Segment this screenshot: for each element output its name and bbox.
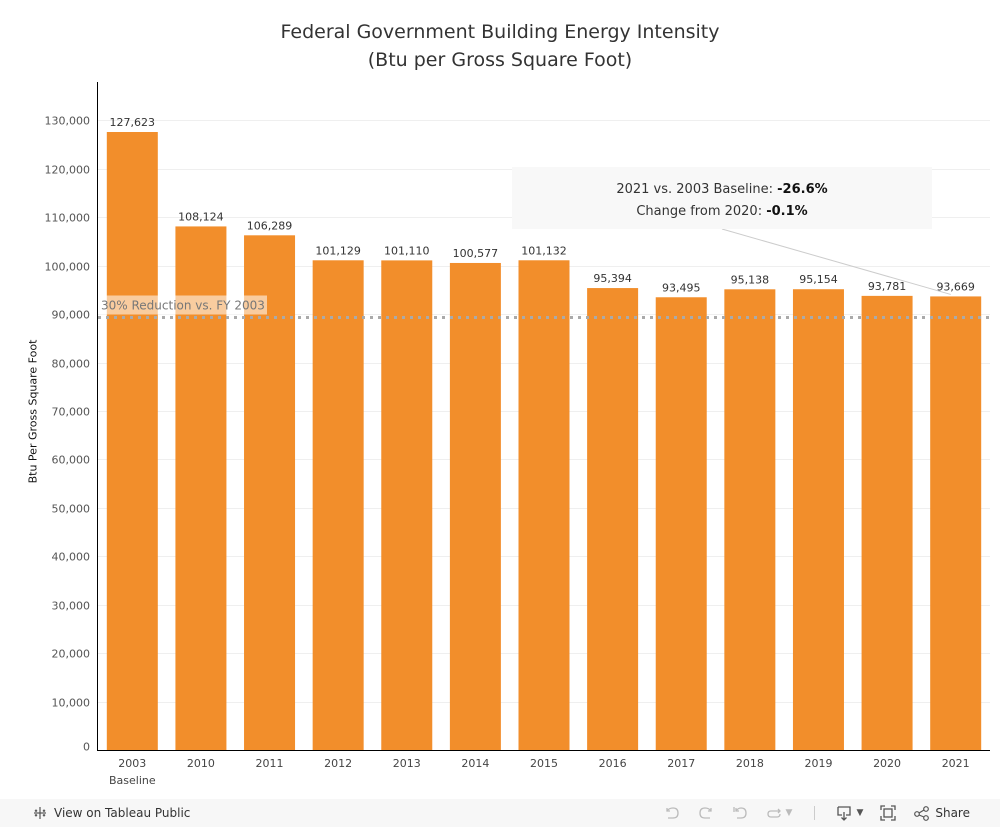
reference-line-label: 30% Reduction vs. FY 2003 bbox=[101, 299, 265, 313]
value-label: 95,154 bbox=[799, 273, 838, 286]
refresh-icon bbox=[766, 808, 781, 818]
x-tick-label: 2014 bbox=[461, 757, 489, 770]
annotation-line1-text: 2021 vs. 2003 Baseline: bbox=[616, 182, 777, 197]
x-tick-label: 2016 bbox=[599, 757, 627, 770]
x-tick-label: 2020 bbox=[873, 757, 901, 770]
tableau-toolbar: View on Tableau Public ▼ ▼ Share bbox=[0, 799, 1000, 827]
fullscreen-icon bbox=[880, 805, 897, 821]
bar-2003 bbox=[106, 132, 158, 750]
y-tick-label: 30,000 bbox=[52, 600, 91, 613]
value-label: 106,289 bbox=[247, 219, 293, 232]
undo-icon bbox=[665, 807, 679, 819]
annotation-group: 2021 vs. 2003 Baseline: -26.6% Change fro… bbox=[512, 167, 951, 295]
value-labels: 127,623 108,124 106,289 101,129 101,110 100,5… bbox=[110, 116, 975, 294]
x-tick-sublabel: Baseline bbox=[109, 774, 156, 787]
annotation-line2: Change from 2020: -0.1% bbox=[636, 204, 807, 219]
bar-2018 bbox=[724, 289, 776, 750]
share-icon bbox=[914, 806, 930, 821]
x-tick-label: 2003 bbox=[118, 757, 146, 770]
x-tick-label: 2012 bbox=[324, 757, 352, 770]
value-label: 101,110 bbox=[384, 244, 430, 257]
bar-2016 bbox=[587, 288, 639, 750]
bar-2017 bbox=[655, 297, 707, 750]
annotation-leader-line bbox=[721, 228, 951, 295]
x-tick-label: 2010 bbox=[187, 757, 215, 770]
y-tick-label: 100,000 bbox=[45, 261, 91, 274]
bar-2011 bbox=[244, 235, 296, 750]
bars bbox=[106, 132, 982, 751]
view-on-tableau-public-label: View on Tableau Public bbox=[54, 806, 191, 820]
chart-title-line1: Federal Government Building Energy Inten… bbox=[280, 21, 720, 43]
y-axis-label: Btu Per Gross Square Foot bbox=[26, 339, 40, 484]
y-tick-label: 60,000 bbox=[52, 454, 91, 467]
annotation-line1-value: -26.6% bbox=[777, 182, 828, 197]
annotation-box bbox=[512, 167, 932, 229]
redo-button[interactable] bbox=[697, 803, 715, 823]
value-label: 95,138 bbox=[731, 273, 770, 286]
bar-2019 bbox=[792, 289, 844, 750]
bar-2021 bbox=[930, 296, 982, 750]
value-label: 101,129 bbox=[315, 244, 361, 257]
y-tick-label: 80,000 bbox=[52, 358, 91, 371]
y-tick-label: 20,000 bbox=[52, 648, 91, 661]
y-tick-label: 90,000 bbox=[52, 309, 91, 322]
x-tick-label: 2018 bbox=[736, 757, 764, 770]
annotation-line2-text: Change from 2020: bbox=[636, 204, 766, 219]
x-tick-label: 2017 bbox=[667, 757, 695, 770]
fullscreen-button[interactable] bbox=[879, 803, 897, 823]
y-tick-label: 70,000 bbox=[52, 406, 91, 419]
view-on-tableau-public-link[interactable]: View on Tableau Public bbox=[32, 805, 190, 821]
tableau-logo-icon bbox=[34, 807, 46, 819]
x-tick-label: 2011 bbox=[256, 757, 284, 770]
bar-chart: 0 10,000 20,000 30,000 40,000 50,000 60,000 70,… bbox=[45, 82, 990, 787]
value-label: 127,623 bbox=[110, 116, 156, 129]
revert-button[interactable] bbox=[731, 803, 749, 823]
undo-button[interactable] bbox=[663, 803, 681, 823]
reference-label-background bbox=[99, 295, 267, 315]
y-tick-label: 120,000 bbox=[45, 164, 91, 177]
toolbar-actions: ▼ ▼ Share bbox=[647, 803, 970, 823]
x-tick-label: 2013 bbox=[393, 757, 421, 770]
value-label: 100,577 bbox=[453, 247, 499, 260]
redo-icon bbox=[698, 807, 712, 819]
value-label: 93,669 bbox=[936, 280, 975, 293]
share-label: Share bbox=[935, 806, 970, 820]
toolbar-divider bbox=[814, 806, 816, 820]
value-label: 93,495 bbox=[662, 281, 701, 294]
share-button[interactable]: Share bbox=[913, 803, 970, 823]
reference-line-group: 30% Reduction vs. FY 2003 bbox=[98, 295, 990, 319]
bar-2014 bbox=[449, 262, 501, 750]
y-tick-label: 50,000 bbox=[52, 503, 91, 516]
annotation-line2-value: -0.1% bbox=[766, 204, 807, 219]
bar-2013 bbox=[381, 260, 433, 750]
value-label: 95,394 bbox=[593, 272, 632, 285]
refresh-dropdown-caret-icon[interactable]: ▼ bbox=[785, 808, 793, 818]
x-axis-ticks: 2003 Baseline 2010 2011 2012 2013 2014 2015 2016… bbox=[109, 757, 970, 787]
download-button[interactable]: ▼ bbox=[835, 803, 863, 823]
annotation-line1: 2021 vs. 2003 Baseline: -26.6% bbox=[616, 182, 827, 197]
x-tick-label: 2021 bbox=[942, 757, 970, 770]
revert-icon bbox=[732, 807, 747, 819]
chart-title-line2: (Btu per Gross Square Foot) bbox=[367, 49, 633, 71]
download-dropdown-caret-icon[interactable]: ▼ bbox=[856, 808, 864, 818]
value-label: 93,781 bbox=[868, 280, 907, 293]
y-tick-label: 40,000 bbox=[52, 551, 91, 564]
bar-2012 bbox=[312, 260, 364, 750]
y-tick-label: 110,000 bbox=[45, 212, 91, 225]
download-icon bbox=[837, 806, 852, 821]
value-label: 108,124 bbox=[178, 210, 224, 223]
y-tick-label: 130,000 bbox=[45, 115, 91, 128]
x-tick-label: 2019 bbox=[804, 757, 832, 770]
x-tick-label: 2015 bbox=[530, 757, 558, 770]
bar-2015 bbox=[518, 260, 570, 750]
y-axis-ticks: 0 10,000 20,000 30,000 40,000 50,000 60,000 70,… bbox=[45, 115, 91, 754]
refresh-button[interactable]: ▼ bbox=[765, 803, 793, 823]
y-tick-label: 0 bbox=[83, 741, 90, 754]
value-label: 101,132 bbox=[521, 244, 567, 257]
y-tick-label: 10,000 bbox=[52, 697, 91, 710]
bar-2020 bbox=[861, 295, 913, 750]
chart-title: Federal Government Building Energy Inten… bbox=[0, 18, 1000, 74]
